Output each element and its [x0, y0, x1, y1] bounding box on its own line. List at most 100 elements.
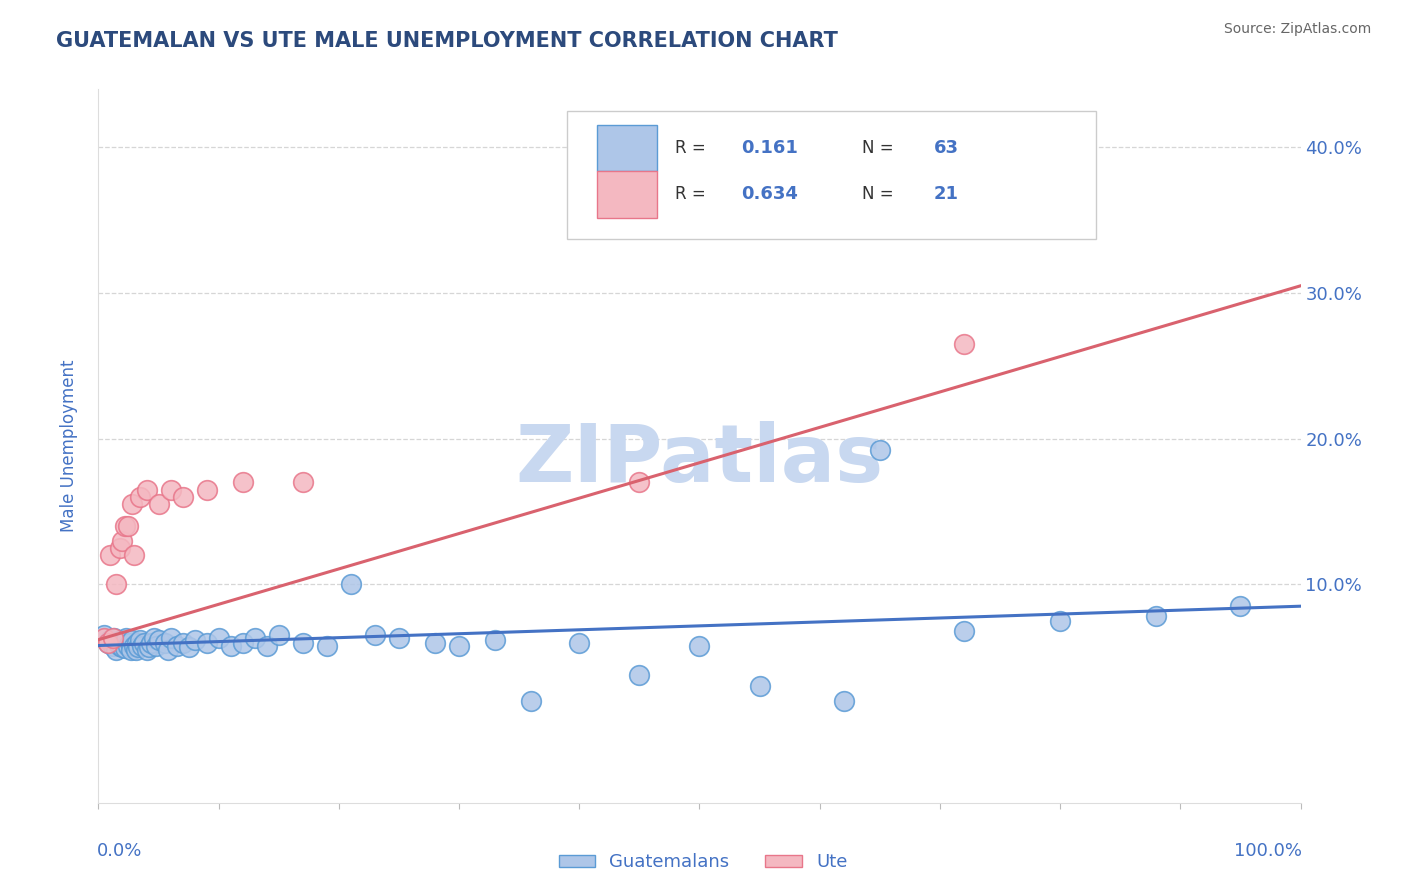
Point: [121, 632, 143, 647]
Point: [97, 635, 120, 649]
Point: [195, 635, 218, 649]
Point: [129, 490, 152, 504]
Point: [148, 632, 170, 647]
Point: [114, 641, 136, 656]
Point: [166, 639, 188, 653]
Point: [93, 632, 115, 646]
Point: [388, 632, 411, 646]
Point: [256, 639, 278, 653]
Point: [124, 548, 146, 562]
Point: [107, 635, 129, 649]
Point: [138, 640, 160, 654]
Point: [97, 635, 120, 649]
Point: [520, 694, 543, 708]
Point: [100, 548, 122, 562]
Point: [135, 483, 157, 497]
Text: 0.161: 0.161: [741, 139, 799, 157]
Point: [484, 632, 506, 647]
Point: [195, 483, 218, 497]
Point: [447, 639, 470, 653]
Point: [172, 635, 194, 649]
Text: 63: 63: [934, 139, 959, 157]
Point: [120, 643, 142, 657]
Point: [568, 635, 591, 649]
Point: [112, 635, 135, 649]
Point: [953, 624, 976, 638]
Point: [124, 639, 146, 653]
Text: GUATEMALAN VS UTE MALE UNEMPLOYMENT CORRELATION CHART: GUATEMALAN VS UTE MALE UNEMPLOYMENT CORR…: [56, 31, 838, 51]
Point: [100, 632, 122, 647]
Point: [117, 519, 139, 533]
Bar: [598, 125, 658, 171]
Bar: [598, 171, 658, 218]
Point: [291, 475, 314, 490]
Point: [364, 628, 387, 642]
Point: [628, 475, 651, 490]
Point: [142, 632, 165, 646]
Point: [832, 694, 855, 708]
Y-axis label: Male Unemployment: Male Unemployment: [59, 359, 77, 533]
FancyBboxPatch shape: [567, 111, 1097, 239]
Point: [145, 639, 167, 653]
Point: [1144, 609, 1167, 624]
Point: [1229, 599, 1251, 614]
Text: N =: N =: [862, 186, 898, 203]
Point: [953, 337, 976, 351]
Point: [748, 679, 770, 693]
Point: [208, 632, 231, 646]
Text: 100.0%: 100.0%: [1233, 842, 1302, 860]
Point: [105, 577, 128, 591]
Point: [101, 632, 124, 646]
Point: [1049, 614, 1071, 628]
Point: [689, 639, 711, 653]
Text: R =: R =: [675, 139, 711, 157]
Point: [291, 635, 314, 649]
Point: [423, 635, 446, 649]
Point: [114, 519, 136, 533]
Point: [118, 635, 141, 649]
Point: [232, 635, 254, 649]
Point: [869, 443, 891, 458]
Point: [153, 635, 176, 649]
Point: [101, 639, 124, 653]
Point: [628, 667, 651, 681]
Text: 0.634: 0.634: [741, 186, 799, 203]
Point: [110, 632, 132, 647]
Point: [93, 628, 115, 642]
Point: [148, 497, 170, 511]
Text: R =: R =: [675, 186, 711, 203]
Point: [141, 635, 163, 649]
Point: [172, 490, 194, 504]
Point: [315, 639, 337, 653]
Point: [127, 640, 149, 654]
Point: [111, 533, 134, 548]
Text: 21: 21: [934, 186, 959, 203]
Point: [125, 643, 148, 657]
Point: [108, 639, 131, 653]
Point: [267, 628, 290, 642]
Point: [159, 632, 181, 646]
Point: [340, 577, 363, 591]
Point: [132, 635, 155, 649]
Point: [111, 640, 134, 654]
Text: 0.0%: 0.0%: [97, 842, 142, 860]
Point: [105, 643, 128, 657]
Point: [135, 643, 157, 657]
Point: [125, 635, 148, 649]
Point: [129, 632, 152, 647]
Point: [243, 632, 266, 646]
Point: [121, 497, 143, 511]
Point: [232, 475, 254, 490]
Text: ZIPatlas: ZIPatlas: [516, 421, 883, 500]
Point: [219, 639, 242, 653]
Point: [177, 640, 200, 654]
Text: Source: ZipAtlas.com: Source: ZipAtlas.com: [1223, 22, 1371, 37]
Point: [117, 639, 139, 653]
Point: [159, 483, 181, 497]
Text: N =: N =: [862, 139, 898, 157]
Point: [157, 643, 180, 657]
Point: [183, 632, 205, 647]
Point: [108, 541, 131, 555]
Point: [115, 632, 138, 646]
Legend: Guatemalans, Ute: Guatemalans, Ute: [551, 847, 855, 879]
